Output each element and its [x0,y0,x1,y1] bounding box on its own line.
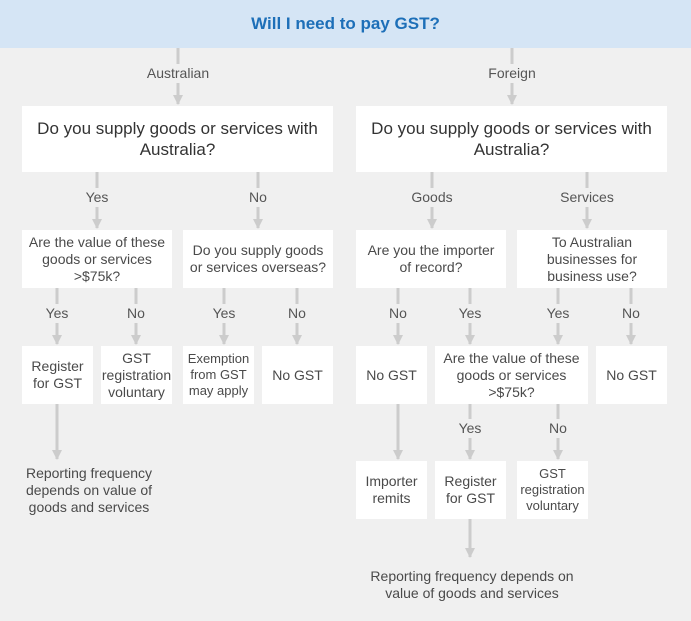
label-services: Services [558,188,616,207]
label-no: No [247,188,269,207]
branch-label-australian: Australian [144,64,212,83]
label-no: No [547,419,569,438]
foreign-no-gst-goods-box: No GST [356,346,427,404]
aus-no-gst-box: No GST [262,346,333,404]
foreign-reporting-note: Reporting frequency depends on value of … [370,568,574,601]
foreign-voluntary-box: GST registration voluntary [517,461,588,519]
aus-value-question: Are the value of these goods or services… [22,230,172,288]
label-yes: Yes [456,419,484,438]
foreign-business-question: To Australian businesses for business us… [517,230,667,288]
foreign-register-box: Register for GST [435,461,506,519]
aus-reporting-note: Reporting frequency depends on value of … [25,465,153,515]
aus-register-box: Register for GST [22,346,93,404]
aus-exemption-box: Exemption from GST may apply [183,346,254,404]
label-no: No [620,304,642,323]
label-yes: Yes [210,304,238,323]
aus-voluntary-box: GST registration voluntary [101,346,172,404]
label-yes: Yes [544,304,572,323]
label-yes: Yes [83,188,111,207]
aus-overseas-question: Do you supply goods or services overseas… [183,230,333,288]
foreign-supply-question: Do you supply goods or services with Aus… [356,106,667,172]
label-no: No [387,304,409,323]
foreign-no-gst-services-box: No GST [596,346,667,404]
australian-supply-question: Do you supply goods or services with Aus… [22,106,333,172]
foreign-value-question: Are the value of these goods or services… [435,346,588,404]
label-yes: Yes [43,304,71,323]
label-goods: Goods [409,188,455,207]
label-yes: Yes [456,304,484,323]
page-title: Will I need to pay GST? [0,0,691,48]
foreign-importer-remits-box: Importer remits [356,461,427,519]
branch-label-foreign: Foreign [486,64,538,83]
foreign-importer-question: Are you the importer of record? [356,230,506,288]
label-no: No [286,304,308,323]
label-no: No [125,304,147,323]
